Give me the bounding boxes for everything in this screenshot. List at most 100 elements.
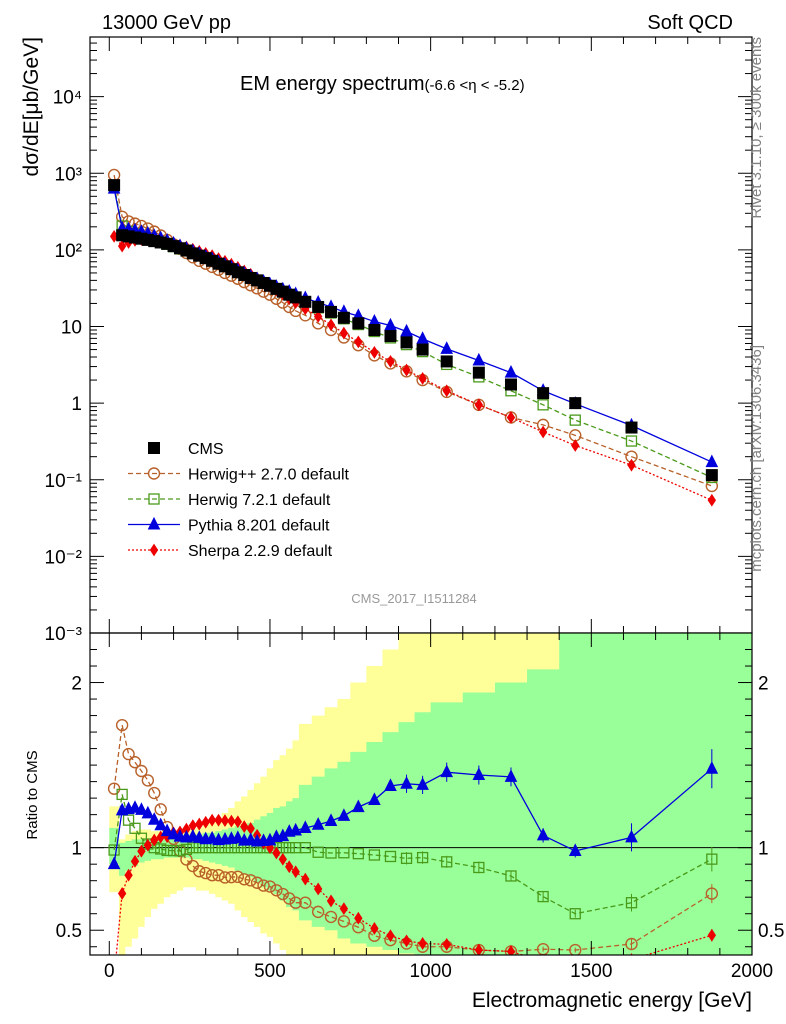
ratio-series-herwig7 — [108, 788, 718, 920]
legend-item-herwigpp: Herwig++ 2.7.0 default — [128, 467, 350, 484]
series-line-pythia — [113, 188, 713, 463]
ratio-point-pythia — [324, 813, 338, 827]
point-sherpa — [571, 439, 580, 452]
ratio-point-sherpa — [143, 838, 153, 852]
uncertainty-band-inner — [109, 633, 752, 955]
ratio-point-pythia — [416, 777, 429, 790]
ratio-series-sherpa — [115, 813, 717, 967]
ratio-point-pythia — [384, 778, 397, 792]
ratio-point-herwigpp — [250, 876, 264, 889]
ratio-point-herwigpp — [128, 756, 142, 769]
ratio-y-tick-label: 0.5 — [758, 921, 784, 942]
ratio-point-pythia — [128, 800, 142, 813]
ratio-point-herwig7 — [569, 908, 581, 920]
ratio-point-herwigpp — [238, 873, 251, 886]
ratio-point-herwig7 — [299, 842, 311, 854]
plot-title-main: EM energy spectrum — [240, 73, 425, 95]
point-data — [299, 295, 312, 308]
point-sherpa — [370, 345, 379, 359]
ratio-point-herwigpp — [283, 892, 296, 905]
ratio-point-herwig7 — [167, 844, 180, 857]
ratio-y-tick-label: 2 — [71, 674, 82, 695]
point-data — [312, 300, 325, 313]
point-data — [400, 336, 413, 349]
point-sherpa — [354, 335, 363, 349]
ratio-point-herwig7 — [473, 861, 485, 874]
ratio-point-herwig7 — [283, 842, 295, 854]
ratio-point-pythia — [299, 820, 312, 834]
ratio-point-sherpa — [474, 943, 484, 955]
point-sherpa — [402, 363, 411, 377]
point-sherpa — [386, 355, 395, 368]
ratio-point-sherpa — [630, 953, 633, 955]
ratio-point-herwigpp — [276, 887, 290, 901]
x-tick-label: 0 — [104, 961, 115, 982]
ratio-point-sherpa — [201, 815, 210, 829]
ratio-point-herwig7 — [135, 832, 148, 844]
point-sherpa — [326, 318, 336, 332]
ratio-point-herwig7 — [352, 848, 364, 860]
point-herwig7 — [537, 399, 549, 411]
point-data — [569, 397, 582, 410]
ratio-point-herwigpp — [141, 774, 155, 787]
legend-marker — [149, 543, 159, 557]
ratio-point-sherpa — [207, 813, 217, 827]
y-tick-label: 10³ — [55, 164, 82, 185]
point-pythia — [440, 341, 454, 354]
ratio-point-pythia — [337, 808, 351, 821]
point-data — [504, 378, 517, 391]
series-line-herwigpp — [113, 174, 713, 487]
legend-marker — [148, 493, 160, 505]
ratio-point-sherpa — [240, 820, 249, 834]
ratio-point-herwigpp — [107, 782, 121, 795]
point-pythia — [705, 454, 719, 468]
ratio-point-pythia — [368, 792, 381, 805]
ratio-point-herwig7 — [706, 853, 718, 865]
point-sherpa — [442, 384, 451, 398]
ratio-point-herwig7 — [277, 842, 289, 854]
ratio-point-sherpa — [233, 815, 242, 829]
point-sherpa — [627, 458, 636, 472]
ratio-point-herwigpp — [244, 874, 257, 887]
y-tick-label: 1 — [71, 394, 82, 415]
legend-label: Herwig++ 2.7.0 default — [188, 467, 350, 484]
ratio-point-pythia — [311, 817, 325, 830]
legend-label: Sherpa 2.2.9 default — [188, 543, 333, 560]
ratio-point-sherpa — [130, 854, 140, 868]
ratio-point-sherpa — [214, 813, 223, 827]
ratio-point-sherpa — [418, 937, 427, 950]
ratio-point-sherpa — [272, 846, 281, 860]
main-panel: 10⁻³ 10⁻² 10⁻¹ 1 10 10² 10³ 10⁴ — [45, 36, 753, 645]
point-pythia — [416, 331, 429, 344]
ratio-point-herwigpp — [231, 870, 245, 884]
ratio-point-pythia — [231, 830, 245, 843]
analysis-id: CMS_2017_I1511284 — [351, 591, 477, 606]
ratio-point-sherpa — [150, 833, 159, 847]
plot-title: EM energy spectrum(-6.6 <η < -5.2) — [240, 73, 525, 95]
point-data — [108, 179, 121, 192]
series-herwig7 — [108, 179, 718, 484]
point-sherpa — [474, 398, 484, 412]
ratio-point-herwig7 — [505, 870, 517, 882]
y-tick-label: 10 — [61, 318, 82, 339]
ratio-point-herwig7 — [174, 845, 186, 857]
series-sherpa — [109, 229, 717, 507]
point-sherpa — [313, 310, 323, 323]
legend-item-herwig7: Herwig 7.2.1 default — [128, 492, 331, 509]
ratio-point-sherpa — [442, 937, 451, 951]
ratio-point-herwigpp — [625, 937, 638, 951]
point-data — [472, 366, 485, 379]
ratio-y-tick-label: 1 — [758, 839, 769, 860]
series-data — [108, 179, 718, 482]
ratio-point-pythia — [504, 769, 518, 782]
ratio-point-herwig7 — [400, 852, 413, 864]
point-data — [368, 324, 381, 337]
ratio-point-herwigpp — [122, 747, 135, 761]
ratio-point-herwigpp — [263, 880, 277, 893]
point-pythia — [384, 317, 397, 331]
legend-item-pythia: Pythia 8.201 default — [128, 516, 330, 535]
ratio-point-sherpa — [540, 956, 547, 967]
y-tick-label: 10² — [55, 241, 82, 262]
ratio-y-tick-label: 1 — [71, 839, 82, 860]
ratio-point-herwigpp — [199, 866, 212, 880]
